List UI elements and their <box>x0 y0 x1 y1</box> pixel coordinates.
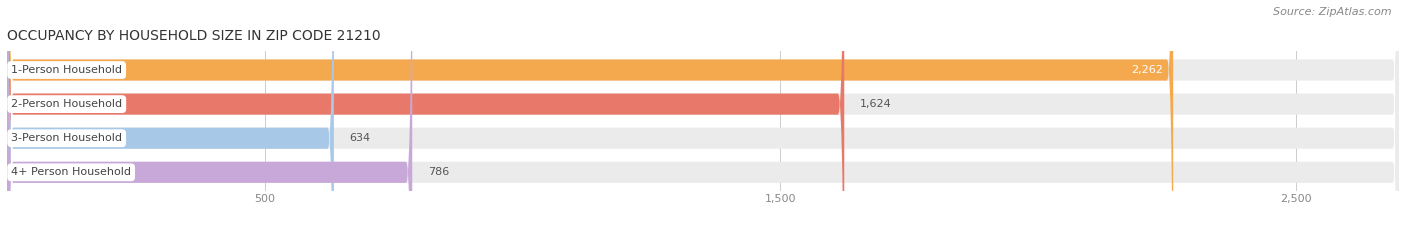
Text: 3-Person Household: 3-Person Household <box>11 133 122 143</box>
FancyBboxPatch shape <box>7 0 1173 233</box>
Text: 1,624: 1,624 <box>859 99 891 109</box>
FancyBboxPatch shape <box>7 0 1399 233</box>
Text: 2-Person Household: 2-Person Household <box>11 99 122 109</box>
FancyBboxPatch shape <box>7 0 412 233</box>
Text: 786: 786 <box>427 167 449 177</box>
Text: 1-Person Household: 1-Person Household <box>11 65 122 75</box>
Text: 4+ Person Household: 4+ Person Household <box>11 167 131 177</box>
Text: OCCUPANCY BY HOUSEHOLD SIZE IN ZIP CODE 21210: OCCUPANCY BY HOUSEHOLD SIZE IN ZIP CODE … <box>7 29 381 43</box>
Text: Source: ZipAtlas.com: Source: ZipAtlas.com <box>1274 7 1392 17</box>
Text: 634: 634 <box>349 133 370 143</box>
Text: 2,262: 2,262 <box>1130 65 1163 75</box>
FancyBboxPatch shape <box>7 0 844 233</box>
FancyBboxPatch shape <box>7 0 1399 233</box>
FancyBboxPatch shape <box>7 0 1399 233</box>
FancyBboxPatch shape <box>7 0 1399 233</box>
FancyBboxPatch shape <box>7 0 333 233</box>
